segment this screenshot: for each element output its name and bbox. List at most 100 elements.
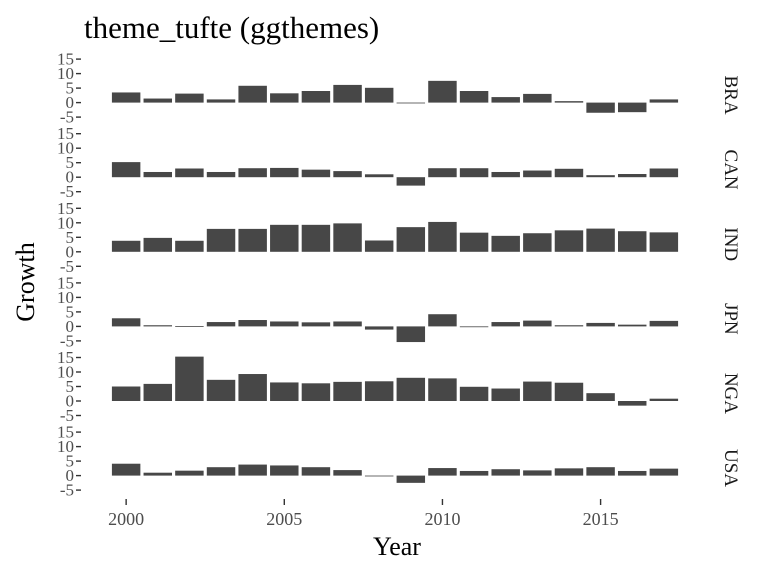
bar-jpn-2000 bbox=[111, 318, 141, 327]
y-tick-label: 5 bbox=[66, 452, 75, 471]
bar-can-2008 bbox=[364, 174, 394, 178]
y-tick-label: 5 bbox=[66, 153, 75, 172]
bar-can-2012 bbox=[491, 171, 520, 178]
bar-can-2004 bbox=[238, 168, 267, 178]
y-tick-label: 10 bbox=[57, 64, 74, 83]
bar-nga-2005 bbox=[270, 382, 299, 401]
y-tick-label: 10 bbox=[57, 213, 74, 232]
bar-bra-2014 bbox=[554, 101, 584, 103]
bar-ind-2010 bbox=[428, 221, 457, 252]
bar-ind-2003 bbox=[206, 228, 236, 252]
bar-usa-2003 bbox=[206, 467, 236, 476]
bar-jpn-2001 bbox=[143, 325, 173, 327]
y-tick-label: 0 bbox=[66, 466, 75, 485]
x-axis: 2000 2005 2010 2015 bbox=[108, 499, 619, 529]
bar-jpn-2006 bbox=[301, 322, 331, 327]
x-tick-label: 2010 bbox=[424, 509, 460, 529]
bar-jpn-2012 bbox=[491, 322, 520, 327]
bar-jpn-2005 bbox=[270, 321, 299, 327]
y-tick-label: 5 bbox=[66, 79, 75, 98]
y-tick-label: -5 bbox=[60, 182, 74, 201]
x-tick-label: 2005 bbox=[266, 509, 302, 529]
x-axis-title: Year bbox=[373, 532, 421, 561]
bar-nga-2017 bbox=[649, 398, 679, 401]
bar-jpn-2015 bbox=[586, 322, 615, 327]
bar-jpn-2013 bbox=[523, 320, 552, 327]
bar-bra-2003 bbox=[206, 99, 236, 103]
facet-strip-label: USA bbox=[720, 449, 741, 487]
bar-can-2002 bbox=[175, 168, 204, 178]
facet-strip-label: JPN bbox=[720, 303, 741, 335]
bar-jpn-2004 bbox=[238, 320, 267, 327]
bar-bra-2000 bbox=[111, 92, 141, 103]
chart-title: theme_tufte (ggthemes) bbox=[84, 10, 379, 45]
bar-bra-2010 bbox=[428, 80, 457, 103]
bar-can-2014 bbox=[554, 168, 584, 178]
bar-nga-2006 bbox=[301, 383, 331, 401]
bar-bra-2016 bbox=[617, 102, 647, 113]
bar-usa-2015 bbox=[586, 467, 615, 476]
facet-strip-label: NGA bbox=[720, 373, 741, 414]
bar-nga-2013 bbox=[523, 381, 552, 401]
bar-bra-2008 bbox=[364, 87, 394, 103]
bar-usa-2014 bbox=[554, 468, 584, 476]
y-tick-label: 5 bbox=[66, 302, 75, 321]
y-tick-label: 0 bbox=[66, 93, 75, 112]
y-tick-label: -5 bbox=[60, 108, 74, 127]
bar-usa-2004 bbox=[238, 464, 267, 476]
bar-can-2000 bbox=[111, 162, 141, 178]
bar-jpn-2010 bbox=[428, 314, 457, 327]
facet-strip-label: BRA bbox=[720, 75, 741, 114]
bar-bra-2005 bbox=[270, 93, 299, 103]
bar-usa-2001 bbox=[143, 472, 173, 476]
bar-nga-2002 bbox=[175, 356, 204, 401]
y-tick-label: -5 bbox=[60, 406, 74, 425]
bar-ind-2014 bbox=[554, 230, 584, 252]
bar-ind-2009 bbox=[396, 227, 426, 252]
y-tick-label: 5 bbox=[66, 228, 75, 247]
bar-usa-2013 bbox=[523, 470, 552, 476]
bar-usa-2009 bbox=[396, 475, 426, 483]
bar-jpn-2002 bbox=[175, 326, 204, 327]
bar-jpn-2017 bbox=[649, 320, 679, 327]
bar-nga-2004 bbox=[238, 374, 267, 401]
bar-jpn-2014 bbox=[554, 325, 584, 327]
y-tick-label: 10 bbox=[57, 139, 74, 158]
bar-nga-2007 bbox=[333, 381, 362, 401]
y-tick-label: 15 bbox=[57, 124, 74, 143]
x-tick-label: 2000 bbox=[108, 509, 144, 529]
y-axis-title: Growth bbox=[11, 242, 40, 321]
bar-ind-2006 bbox=[301, 224, 331, 252]
bar-bra-2017 bbox=[649, 99, 679, 103]
y-tick-label: 0 bbox=[66, 168, 75, 187]
bar-bra-2006 bbox=[301, 91, 331, 103]
bar-nga-2015 bbox=[586, 393, 615, 401]
bar-jpn-2007 bbox=[333, 321, 362, 327]
bar-ind-2005 bbox=[270, 224, 299, 252]
bar-can-2007 bbox=[333, 171, 362, 178]
bar-nga-2014 bbox=[554, 382, 584, 401]
bar-usa-2006 bbox=[301, 467, 331, 476]
bar-bra-2012 bbox=[491, 97, 520, 103]
bar-nga-2010 bbox=[428, 378, 457, 401]
bar-usa-2012 bbox=[491, 469, 520, 476]
bar-can-2005 bbox=[270, 167, 299, 178]
y-tick-label: 0 bbox=[66, 392, 75, 411]
y-tick-label: -5 bbox=[60, 257, 74, 276]
bar-can-2017 bbox=[649, 168, 679, 178]
bar-nga-2016 bbox=[617, 401, 647, 406]
bar-ind-2004 bbox=[238, 228, 267, 252]
bar-jpn-2003 bbox=[206, 322, 236, 327]
y-tick-label: 0 bbox=[66, 317, 75, 336]
bar-nga-2012 bbox=[491, 388, 520, 401]
bar-usa-2017 bbox=[649, 468, 679, 476]
bar-usa-2007 bbox=[333, 470, 362, 476]
y-tick-label: 15 bbox=[57, 50, 74, 69]
bar-can-2006 bbox=[301, 169, 331, 178]
bar-ind-2000 bbox=[111, 240, 141, 252]
y-tick-label: -5 bbox=[60, 481, 74, 500]
